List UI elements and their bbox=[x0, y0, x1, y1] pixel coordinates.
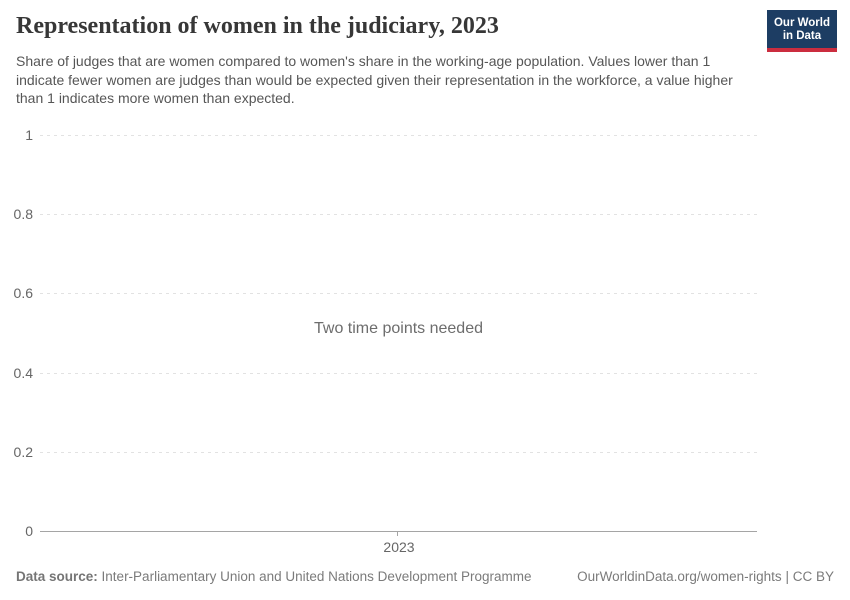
gridline-1 bbox=[40, 135, 757, 136]
chart-subtitle: Share of judges that are women compared … bbox=[16, 53, 733, 106]
y-tick-label: 0.8 bbox=[13, 206, 33, 222]
gridline-0-4 bbox=[40, 373, 757, 374]
owid-logo-line2: in Data bbox=[782, 30, 822, 42]
owid-logo-line1: Our World bbox=[773, 17, 830, 29]
empty-chart-message: Two time points needed bbox=[314, 320, 483, 337]
gridline-0-8 bbox=[40, 214, 757, 215]
gridline-0-6 bbox=[40, 293, 757, 294]
data-source: Data source: Inter-Parliamentary Union a… bbox=[16, 569, 532, 584]
x-axis-tick bbox=[397, 532, 398, 536]
data-source-value: Inter-Parliamentary Union and United Nat… bbox=[101, 569, 532, 584]
owid-url-link[interactable]: OurWorldinData.org/women-rights bbox=[577, 569, 782, 584]
y-tick-label: 0.4 bbox=[13, 365, 33, 381]
chart-title: Representation of women in the judiciary… bbox=[16, 13, 499, 39]
y-tick-label: 1 bbox=[25, 127, 33, 143]
data-source-label: Data source: bbox=[16, 569, 98, 584]
y-tick-label: 0 bbox=[25, 523, 33, 539]
license-link[interactable]: CC BY bbox=[792, 569, 834, 584]
y-tick-label: 0.2 bbox=[13, 444, 33, 460]
x-tick-label: 2023 bbox=[383, 539, 415, 555]
owid-logo[interactable]: Our World in Data bbox=[766, 10, 837, 52]
y-tick-label: 0.6 bbox=[13, 285, 33, 301]
footer-attribution: OurWorldinData.org/women-rights | CC BY bbox=[577, 569, 834, 584]
gridline-0-2 bbox=[40, 452, 757, 453]
footer-divider: | bbox=[785, 569, 789, 584]
x-axis-line bbox=[40, 531, 757, 532]
